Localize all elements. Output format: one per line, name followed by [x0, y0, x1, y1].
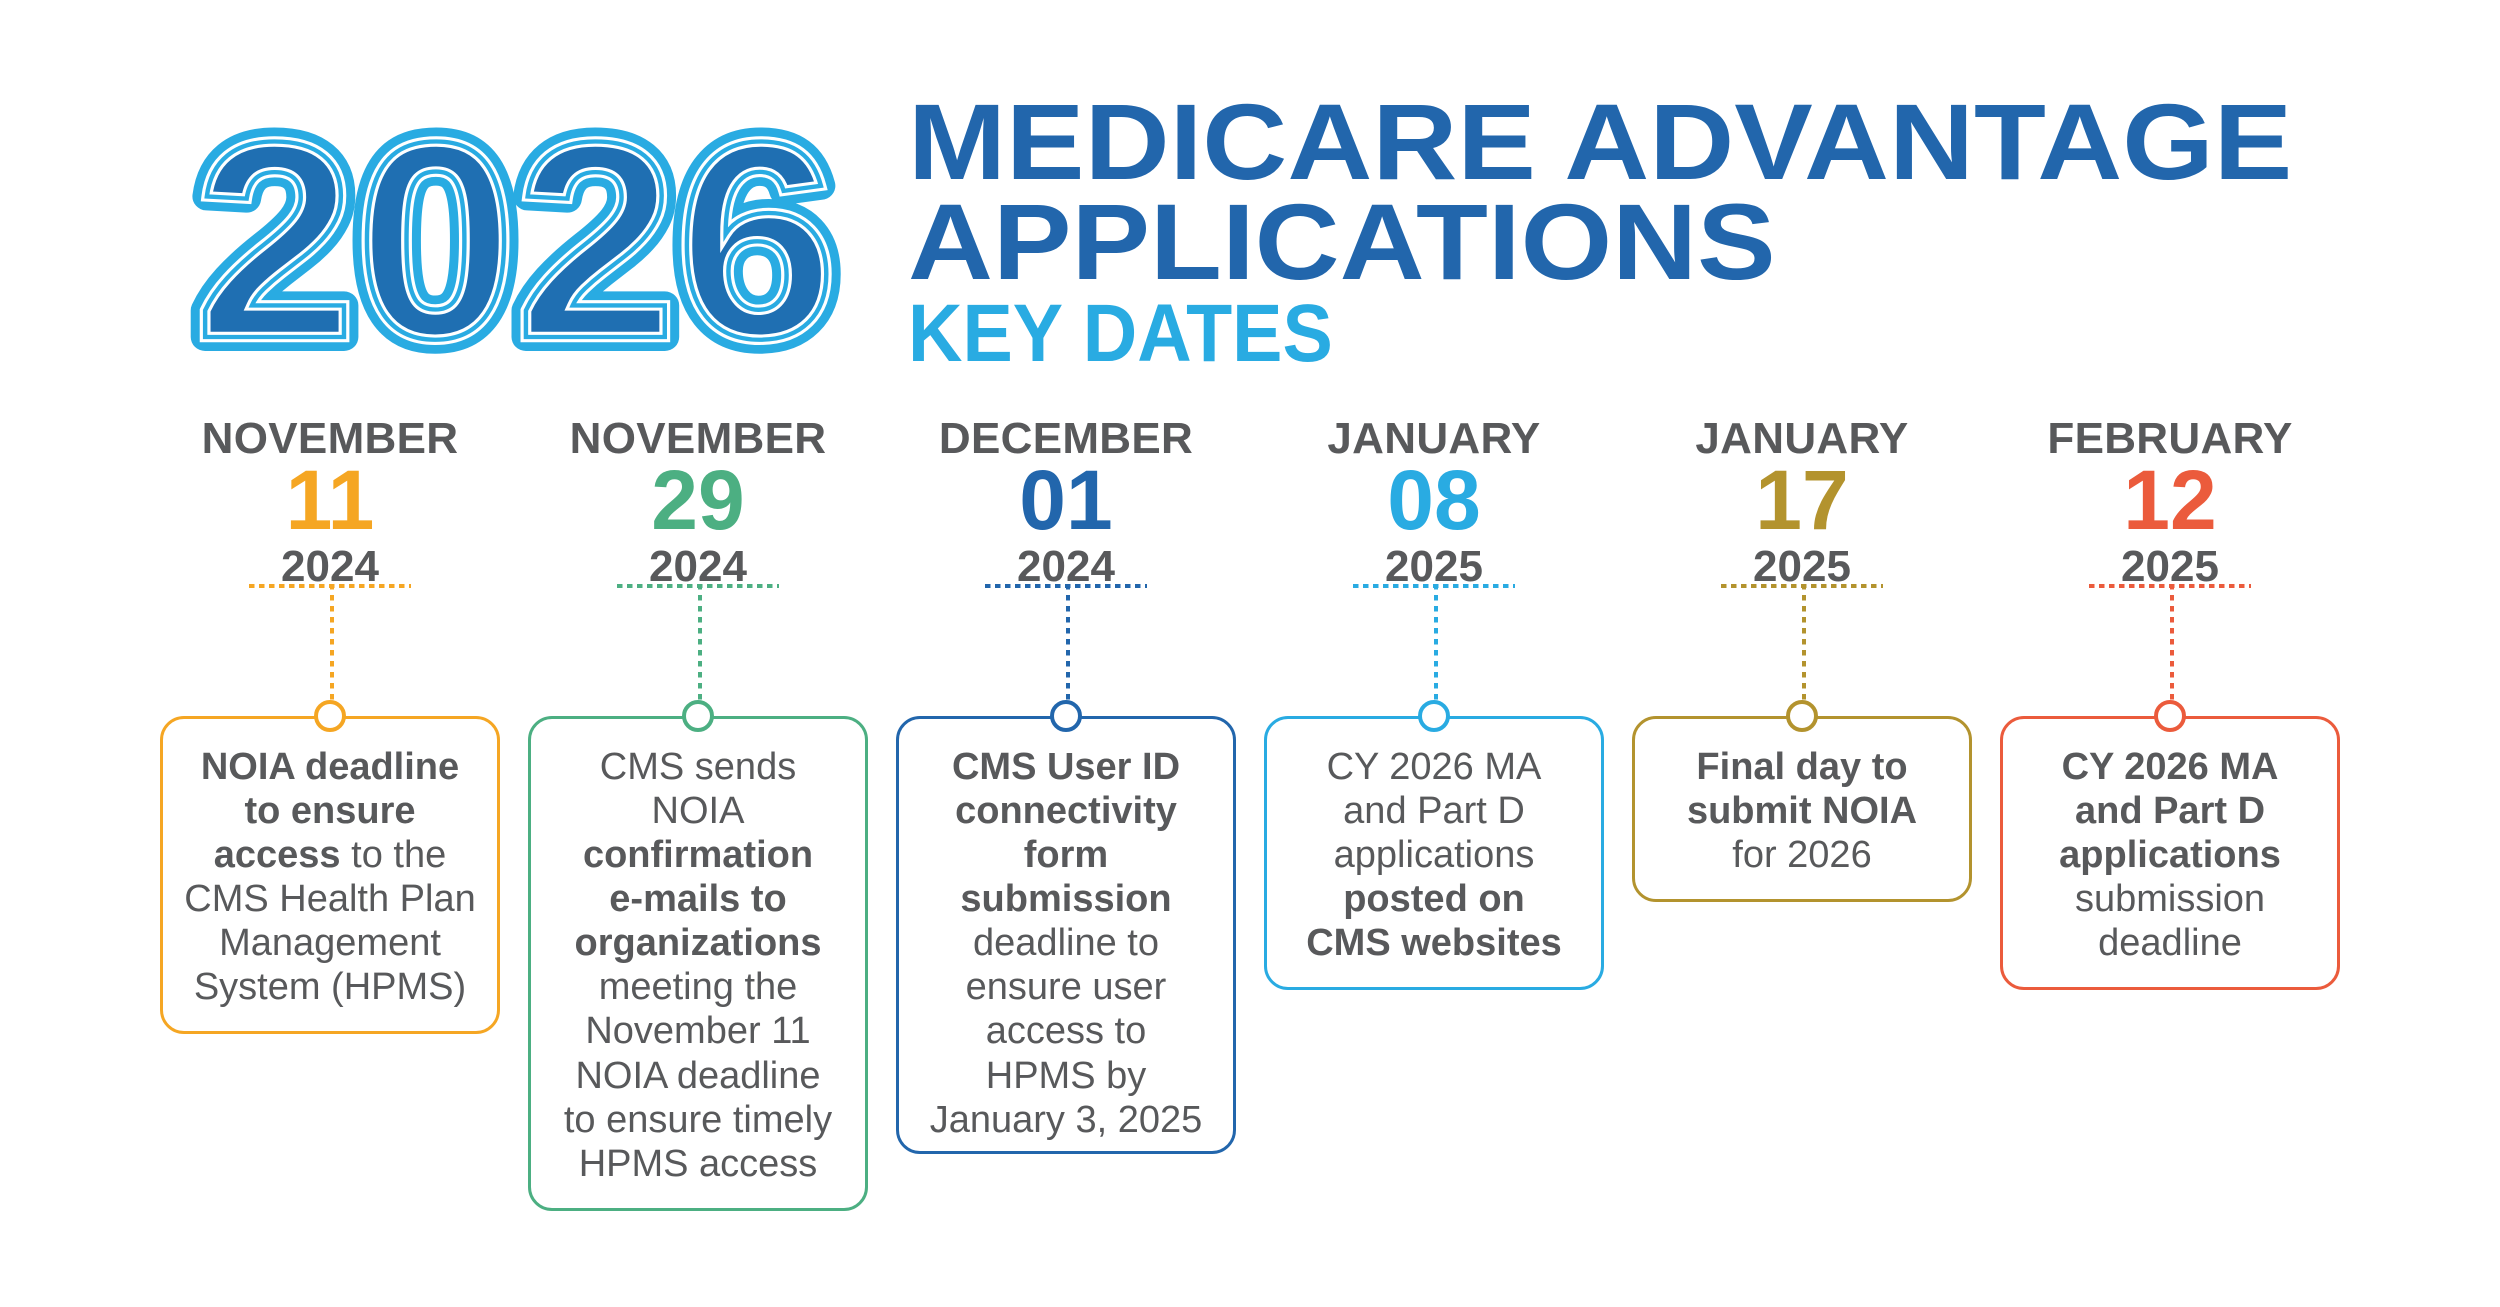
svg-text:2026: 2026: [195, 92, 837, 397]
